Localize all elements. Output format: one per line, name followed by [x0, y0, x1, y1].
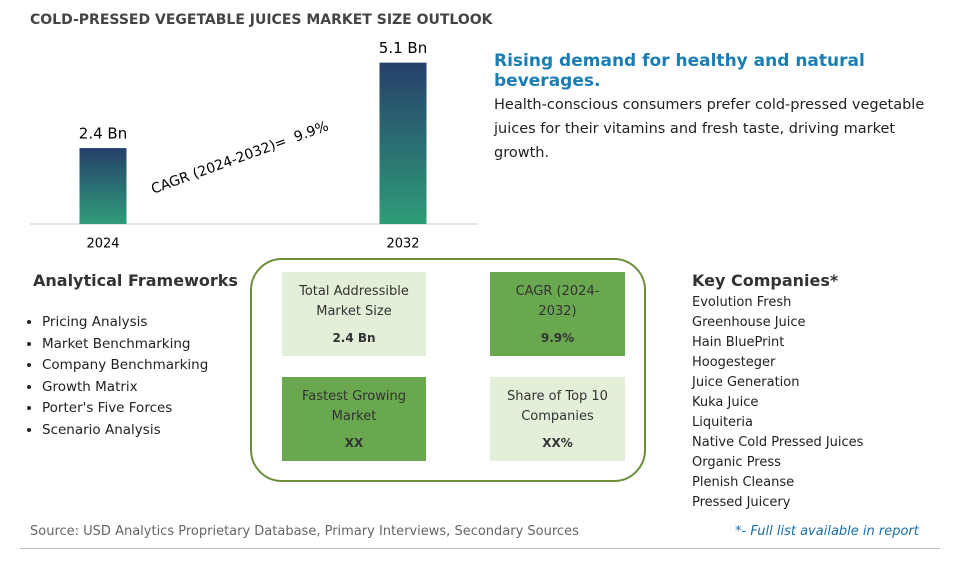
metric-box: Fastest Growing Market XX [282, 377, 426, 461]
company-item: Greenhouse Juice [692, 315, 806, 330]
company-item: Juice Generation [692, 375, 800, 390]
company-item: Plenish Cleanse [692, 475, 795, 490]
page-title: COLD-PRESSED VEGETABLE JUICES MARKET SIZ… [30, 12, 493, 28]
x-tick-label: 2032 [386, 237, 419, 252]
metric-label: Fastest Growing Market [302, 389, 406, 424]
framework-item: Company Benchmarking [42, 355, 208, 377]
frameworks-list: Pricing AnalysisMarket BenchmarkingCompa… [22, 312, 208, 441]
metric-value: XX% [542, 436, 573, 450]
framework-item: Porter's Five Forces [42, 398, 208, 420]
framework-item: Growth Matrix [42, 377, 208, 399]
metric-box: Share of Top 10 Companies XX% [490, 377, 625, 461]
chart: CAGR (2024-2032)= 9.9% 2.4 Bn 2024 5.1 Bn 2… [30, 39, 478, 252]
value-label: 5.1 Bn [379, 39, 427, 57]
company-item: Kuka Juice [692, 395, 759, 410]
companies-title: Key Companies* [692, 271, 839, 290]
footnote: *- Full list available in report [735, 524, 919, 539]
metric-label: Total Addressible Market Size [299, 284, 409, 319]
company-item: Pressed Juicery [692, 495, 791, 510]
metric-box: Total Addressible Market Size 2.4 Bn [282, 272, 426, 356]
bar [79, 148, 127, 224]
company-item: Organic Press [692, 455, 781, 470]
metric-box: CAGR (2024-2032) 9.9% [490, 272, 625, 356]
framework-item: Pricing Analysis [42, 312, 208, 334]
company-item: Native Cold Pressed Juices [692, 435, 864, 450]
description: Health-conscious consumers prefer cold-p… [494, 97, 925, 161]
metric-label: Share of Top 10 Companies [507, 389, 608, 424]
companies-list: Evolution Fresh Greenhouse Juice Hain Blue… [692, 293, 863, 513]
bar [379, 62, 427, 225]
framework-item: Scenario Analysis [42, 420, 208, 442]
framework-item: Market Benchmarking [42, 334, 208, 356]
company-item: Hain BluePrint [692, 335, 785, 350]
metrics-frame [250, 258, 646, 482]
frameworks-title: Analytical Frameworks [33, 271, 238, 290]
source: Source: USD Analytics Proprietary Databa… [30, 524, 579, 539]
metric-label: CAGR (2024-2032) [515, 284, 600, 319]
company-item: Hoogesteger [692, 355, 776, 370]
headline: Rising demand for healthy and natural be… [494, 51, 865, 91]
x-tick-label: 2024 [86, 237, 119, 252]
cagr-annotation: CAGR (2024-2032)= 9.9% [149, 118, 331, 197]
company-item: Liquiteria [692, 415, 753, 430]
metric-value: 9.9% [540, 331, 575, 345]
metric-value: XX [344, 436, 364, 450]
metric-value: 2.4 Bn [332, 331, 376, 345]
company-item: Evolution Fresh [692, 295, 792, 310]
value-label: 2.4 Bn [79, 125, 127, 143]
divider [20, 548, 940, 549]
